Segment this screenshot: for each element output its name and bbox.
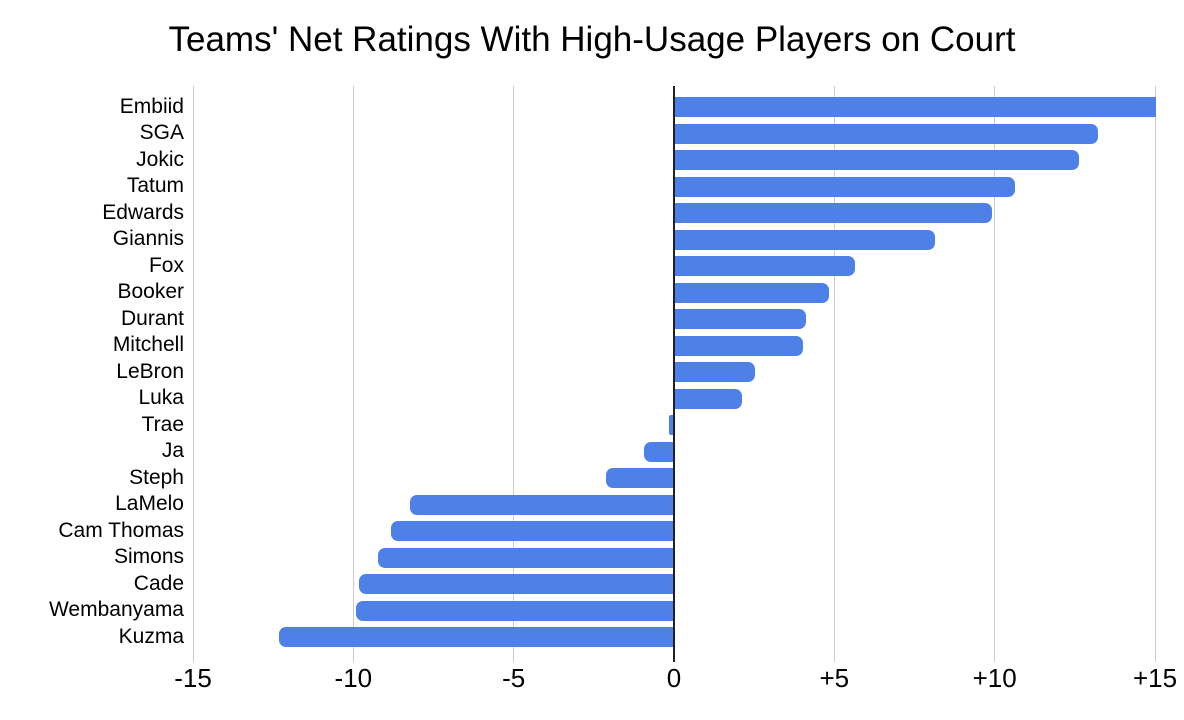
- bar-wembanyama: [355, 600, 673, 621]
- bar-lebron: [675, 362, 756, 382]
- category-label-sga: SGA: [139, 121, 184, 145]
- bar-steph: [605, 468, 673, 488]
- bar-ja: [644, 441, 673, 462]
- category-label-lebron: LeBron: [116, 359, 184, 383]
- category-label-simons: Simons: [113, 545, 184, 569]
- category-label-durant: Durant: [120, 306, 184, 330]
- category-label-jokic: Jokic: [136, 147, 184, 171]
- tick-label--10: -10: [334, 663, 373, 693]
- tick-mark--10: [352, 655, 354, 662]
- bar-fox: [675, 256, 855, 276]
- gridline-+15: [1154, 86, 1156, 655]
- category-label-fox: Fox: [148, 253, 184, 277]
- bar-edwards: [675, 203, 993, 223]
- category-label-wembanyama: Wembanyama: [48, 598, 184, 622]
- tick-mark-0: [673, 655, 675, 662]
- bar-luka: [675, 388, 743, 409]
- bar-trae: [669, 415, 673, 435]
- bar-kuzma: [278, 627, 673, 647]
- category-label-cade: Cade: [133, 571, 184, 595]
- category-label-lamelo: LaMelo: [115, 492, 184, 516]
- tick-mark--15: [192, 655, 194, 662]
- chart-title: Teams' Net Ratings With High-Usage Playe…: [168, 20, 1016, 59]
- gridline--15: [192, 86, 194, 655]
- category-label-cam-thomas: Cam Thomas: [58, 518, 184, 542]
- bar-jokic: [675, 150, 1080, 170]
- bar-embiid: [675, 97, 1156, 117]
- gridline-+5: [833, 86, 835, 655]
- bar-lamelo: [410, 494, 673, 515]
- category-label-steph: Steph: [129, 465, 184, 489]
- tick-label--15: -15: [174, 663, 212, 693]
- tick-mark-+5: [833, 655, 835, 662]
- tick-mark-+15: [1154, 655, 1156, 662]
- tick-label-+5: +5: [819, 663, 850, 693]
- tick-mark--5: [513, 655, 515, 662]
- bar-cade: [358, 574, 673, 594]
- category-label-booker: Booker: [117, 280, 184, 304]
- category-label-tatum: Tatum: [126, 174, 184, 198]
- bar-mitchell: [675, 335, 804, 356]
- tick-label--5: -5: [502, 663, 526, 693]
- category-label-kuzma: Kuzma: [118, 624, 184, 648]
- category-label-ja: Ja: [161, 439, 184, 463]
- bar-booker: [675, 282, 829, 303]
- bar-durant: [675, 309, 807, 329]
- category-label-edwards: Edwards: [102, 200, 184, 224]
- category-label-trae: Trae: [141, 412, 184, 436]
- tick-label-+10: +10: [972, 663, 1017, 693]
- tick-label-0: 0: [666, 663, 682, 693]
- bar-simons: [377, 547, 673, 568]
- gridline-+10: [994, 86, 996, 655]
- category-label-luka: Luka: [138, 386, 184, 410]
- category-label-embiid: Embiid: [119, 94, 184, 118]
- category-label-giannis: Giannis: [112, 227, 184, 251]
- tick-mark-+10: [994, 655, 996, 662]
- bar-sga: [675, 123, 1099, 144]
- category-label-mitchell: Mitchell: [112, 333, 184, 357]
- plot-area: [192, 86, 1156, 655]
- bar-cam-thomas: [390, 521, 673, 541]
- gridline--10: [352, 86, 354, 655]
- tick-label-+15: +15: [1132, 663, 1178, 693]
- bar-tatum: [675, 176, 1015, 197]
- zero-axis-line: [673, 86, 675, 655]
- bar-giannis: [675, 229, 935, 250]
- gridline--5: [513, 86, 515, 655]
